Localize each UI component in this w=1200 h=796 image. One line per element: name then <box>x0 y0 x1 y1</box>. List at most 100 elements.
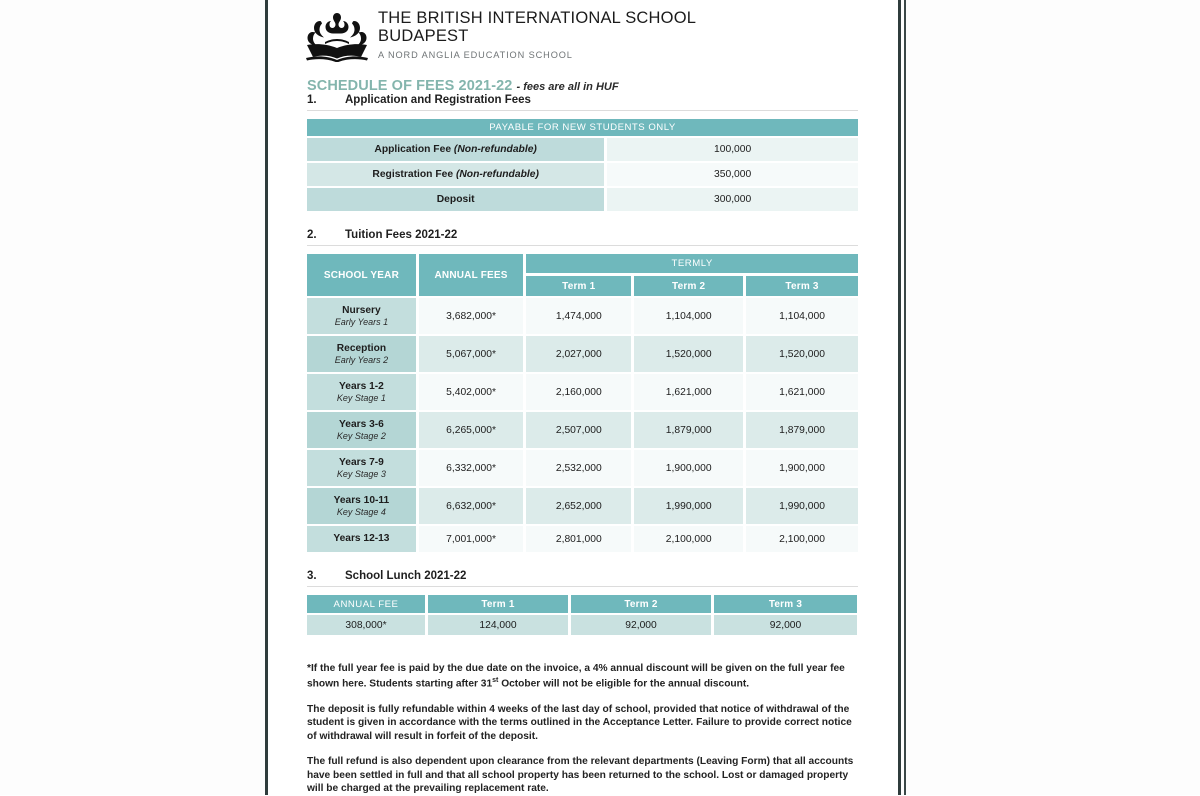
term1-cell: 2,507,000 <box>526 410 635 448</box>
registration-fee-label-text: Registration Fee <box>372 169 456 180</box>
term2-cell: 1,879,000 <box>634 410 747 448</box>
table-row: Years 1-2 Key Stage 1 5,402,000* 2,160,00… <box>307 372 858 410</box>
lunch-term2-cell: 92,000 <box>571 613 714 635</box>
footnote-refund: The full refund is also dependent upon c… <box>307 756 854 795</box>
table-row: Years 12-13 7,001,000* 2,801,000 2,100,0… <box>307 524 858 552</box>
registration-fee-label-note: (Non-refundable) <box>455 169 539 180</box>
payable-banner: PAYABLE FOR NEW STUDENTS ONLY <box>307 119 858 136</box>
section2-title: Tuition Fees 2021-22 <box>345 229 458 241</box>
annual-fee-cell: 6,332,000* <box>418 448 527 486</box>
application-fees-table: PAYABLE FOR NEW STUDENTS ONLY Applicatio… <box>307 119 858 211</box>
table-header-row: SCHOOL YEAR ANNUAL FEES TERMLY <box>307 254 858 296</box>
application-fee-label-note: (Non-refundable) <box>453 144 537 155</box>
year-label: Years 1-2 <box>339 381 384 393</box>
table-row: Years 7-9 Key Stage 3 6,332,000* 2,532,00… <box>307 448 858 486</box>
footnote-discount-part2: October will not be eligible for the ann… <box>498 677 750 689</box>
year-label: Reception <box>336 343 387 355</box>
table-row: Reception Early Years 2 5,067,000* 2,027,… <box>307 334 858 372</box>
masthead: THE BRITISH INTERNATIONAL SCHOOL BUDAPES… <box>268 0 898 62</box>
term2-cell: 2,100,000 <box>634 524 747 552</box>
year-cell: Years 3-6 Key Stage 2 <box>307 410 419 448</box>
annual-fee-cell: 5,402,000* <box>418 372 527 410</box>
section3-title: School Lunch 2021-22 <box>345 570 467 582</box>
term1-cell: 1,474,000 <box>526 296 635 334</box>
section2-number: 2. <box>307 229 317 241</box>
page-right-border-outer <box>904 0 906 795</box>
application-fee-label-text: Application Fee <box>374 144 454 155</box>
term1-cell: 2,532,000 <box>526 448 635 486</box>
table-row: Deposit 300,000 <box>307 186 858 211</box>
year-cell: Years 12-13 <box>307 524 419 552</box>
table-header-row: ANNUAL FEE Term 1 Term 2 Term 3 <box>307 595 857 613</box>
stage-label: Early Years 2 <box>334 354 389 365</box>
term1-cell: 2,652,000 <box>526 486 635 524</box>
table-row: Nursery Early Years 1 3,682,000* 1,474,00… <box>307 296 858 334</box>
stage-label: Early Years 1 <box>334 316 389 327</box>
application-fee-label: Application Fee (Non-refundable) <box>307 136 608 161</box>
section-school-lunch: 3. School Lunch 2021-22 ANNUAL FEE Term … <box>307 570 858 635</box>
section2-heading: 2. Tuition Fees 2021-22 <box>307 229 858 246</box>
year-cell: Years 1-2 Key Stage 1 <box>307 372 419 410</box>
term3-cell: 1,621,000 <box>746 372 858 410</box>
lunch-term1-cell: 124,000 <box>428 613 571 635</box>
section1-number: 1. <box>307 94 317 106</box>
col-header-term-1: Term 1 <box>526 273 635 296</box>
schedule-title: SCHEDULE OF FEES 2021-22 <box>307 78 513 94</box>
col-header-termly: TERMLY <box>526 254 858 273</box>
year-label: Years 7-9 <box>339 457 384 469</box>
annual-fee-cell: 3,682,000* <box>418 296 527 334</box>
col-header-school-year: SCHOOL YEAR <box>307 254 419 296</box>
annual-fee-cell: 7,001,000* <box>418 524 527 552</box>
term3-cell: 1,520,000 <box>746 334 858 372</box>
term3-cell: 1,879,000 <box>746 410 858 448</box>
term2-cell: 1,990,000 <box>634 486 747 524</box>
application-fee-value: 100,000 <box>607 136 858 161</box>
col-header-annual-fees: ANNUAL FEES <box>418 254 527 296</box>
term3-cell: 1,104,000 <box>746 296 858 334</box>
col-header-term-3: Term 3 <box>746 273 858 296</box>
year-cell: Nursery Early Years 1 <box>307 296 419 334</box>
col-header-term-2: Term 2 <box>634 273 747 296</box>
table-row: Registration Fee (Non-refundable) 350,00… <box>307 161 858 186</box>
term1-cell: 2,801,000 <box>526 524 635 552</box>
col-header-annual-fee: ANNUAL FEE <box>307 595 428 613</box>
section3-heading: 3. School Lunch 2021-22 <box>307 570 858 587</box>
school-subtitle: A NORD ANGLIA EDUCATION SCHOOL <box>378 49 573 60</box>
table-row: 308,000* 124,000 92,000 92,000 <box>307 613 857 635</box>
footnote-discount: *If the full year fee is paid by the due… <box>307 662 858 691</box>
year-label: Nursery <box>342 305 381 317</box>
footnote-ordinal-suffix: st <box>492 676 499 684</box>
annual-fee-cell: 6,632,000* <box>418 486 527 524</box>
year-cell: Years 7-9 Key Stage 3 <box>307 448 419 486</box>
col-header-lunch-term-1: Term 1 <box>428 595 571 613</box>
stage-label: Key Stage 3 <box>336 468 386 479</box>
term2-cell: 1,621,000 <box>634 372 747 410</box>
footnotes: *If the full year fee is paid by the due… <box>307 662 858 796</box>
lunch-term3-cell: 92,000 <box>714 613 857 635</box>
page-left-border <box>265 0 268 795</box>
stage-label: Key Stage 1 <box>336 392 386 403</box>
masthead-text: THE BRITISH INTERNATIONAL SCHOOL BUDAPES… <box>369 8 697 60</box>
registration-fee-label: Registration Fee (Non-refundable) <box>307 161 608 186</box>
term3-cell: 1,990,000 <box>746 486 858 524</box>
footnote-discount-part1: *If the full year fee is paid by the due… <box>307 663 845 689</box>
section1-heading: 1. Application and Registration Fees <box>307 94 858 111</box>
registration-fee-value: 350,000 <box>607 161 858 186</box>
term3-cell: 1,900,000 <box>746 448 858 486</box>
col-header-lunch-term-3: Term 3 <box>714 595 857 613</box>
col-header-lunch-term-2: Term 2 <box>571 595 714 613</box>
year-label: Years 10-11 <box>333 495 390 507</box>
term3-cell: 2,100,000 <box>746 524 858 552</box>
section-application-registration: 1. Application and Registration Fees PAY… <box>307 94 858 211</box>
table-header-row: PAYABLE FOR NEW STUDENTS ONLY <box>307 119 858 136</box>
school-name: THE BRITISH INTERNATIONAL SCHOOL BUDAPES… <box>378 9 697 45</box>
section-tuition-fees: 2. Tuition Fees 2021-22 SCHOOL YEAR ANNU… <box>307 229 858 552</box>
stage-label: Key Stage 4 <box>336 506 386 517</box>
crown-book-logo-icon <box>305 10 369 62</box>
year-cell: Reception Early Years 2 <box>307 334 419 372</box>
fee-schedule-sheet: THE BRITISH INTERNATIONAL SCHOOL BUDAPES… <box>268 0 898 795</box>
term1-cell: 2,160,000 <box>526 372 635 410</box>
table-row: Application Fee (Non-refundable) 100,000 <box>307 136 858 161</box>
table-row: Years 3-6 Key Stage 2 6,265,000* 2,507,00… <box>307 410 858 448</box>
